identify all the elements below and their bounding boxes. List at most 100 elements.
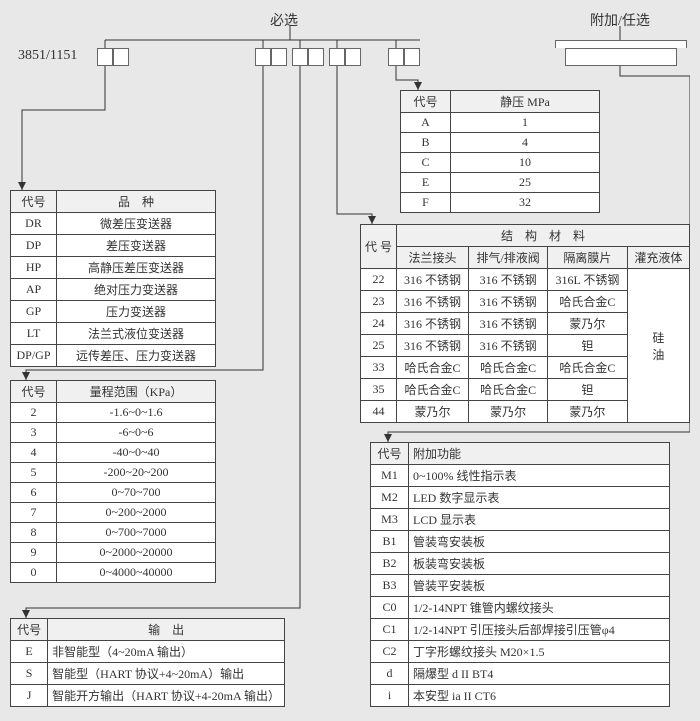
table-cell: 4 (11, 443, 57, 463)
table-cell: C (401, 153, 451, 173)
variety-table: 代号 品 种 DR微差压变送器DP差压变送器HP高静压差压变送器AP绝对压力变送… (10, 190, 216, 367)
table-cell: 35 (361, 379, 397, 401)
slot-box (329, 48, 345, 66)
table-cell: 316 不锈钢 (397, 269, 469, 291)
table-cell: M3 (371, 509, 409, 531)
table-cell: 0~4000~40000 (57, 563, 216, 583)
table-cell: 8 (11, 523, 57, 543)
table-cell: 10 (451, 153, 600, 173)
table-cell: -200~20~200 (57, 463, 216, 483)
slot-box (271, 48, 287, 66)
table-cell: 23 (361, 291, 397, 313)
table-row: A1 (401, 113, 600, 133)
table-cell: 隔爆型 d II BT4 (409, 663, 670, 685)
table-cell: GP (11, 301, 57, 323)
table-cell: 2 (11, 403, 57, 423)
required-label: 必选 (270, 10, 298, 30)
table-cell: 哈氏合金C (469, 379, 548, 401)
table-cell: LED 数字显示表 (409, 487, 670, 509)
optional-cap-box (555, 40, 687, 48)
table-cell: d (371, 663, 409, 685)
table-row: GP压力变送器 (11, 301, 216, 323)
table-row: C01/2-14NPT 锥管内螺纹接头 (371, 597, 670, 619)
table-cell: 316 不锈钢 (469, 335, 548, 357)
optional-label: 附加/任选 (590, 10, 650, 30)
table-row: 22316 不锈钢316 不锈钢316L 不锈钢硅 油 (361, 269, 690, 291)
table-cell: M2 (371, 487, 409, 509)
table-cell: 25 (451, 173, 600, 193)
table-cell: E (11, 641, 48, 663)
table-cell: 哈氏合金C (469, 357, 548, 379)
addon-table: 代号 附加功能 M10~100% 线性指示表M2LED 数字显示表M3LCD 显… (370, 442, 670, 707)
table-cell: -40~0~40 (57, 443, 216, 463)
table-cell: 智能型（HART 协议+4~20mA）输出 (48, 663, 285, 685)
table-row: HP高静压差压变送器 (11, 257, 216, 279)
range-table: 代号 量程范围（KPa） 2-1.6~0~1.63-6~0~64-40~0~40… (10, 380, 216, 583)
table-cell: 24 (361, 313, 397, 335)
output-table: 代号 输 出 E非智能型（4~20mA 输出）S智能型（HART 协议+4~20… (10, 618, 285, 707)
table-row: B4 (401, 133, 600, 153)
table-cell: 哈氏合金C (397, 357, 469, 379)
table-cell: 丁字形螺纹接头 M20×1.5 (409, 641, 670, 663)
slot-box (404, 48, 420, 66)
table-row: 60~70~700 (11, 483, 216, 503)
col-code: 代号 (401, 91, 451, 113)
table-row: B2板装弯安装板 (371, 553, 670, 575)
table-cell: S (11, 663, 48, 685)
table-cell: C2 (371, 641, 409, 663)
table-row: C10 (401, 153, 600, 173)
table-cell: B3 (371, 575, 409, 597)
table-cell: 316L 不锈钢 (548, 269, 628, 291)
table-row: d隔爆型 d II BT4 (371, 663, 670, 685)
slot-box (292, 48, 308, 66)
table-cell: 板装弯安装板 (409, 553, 670, 575)
table-cell: C1 (371, 619, 409, 641)
table-cell: 33 (361, 357, 397, 379)
col-code: 代号 (11, 619, 48, 641)
table-row: M10~100% 线性指示表 (371, 465, 670, 487)
col-code: 代号 (11, 191, 57, 213)
table-row: B3管装平安装板 (371, 575, 670, 597)
diagram-canvas: 3851/1151 必选 附加/任选 (10, 10, 690, 711)
addon-rows: M10~100% 线性指示表M2LED 数字显示表M3LCD 显示表B1管装弯安… (371, 465, 670, 707)
col-title: 静压 MPa (451, 91, 600, 113)
sub-header: 灌充液体 (627, 247, 689, 269)
col-title: 品 种 (57, 191, 216, 213)
table-cell: 绝对压力变送器 (57, 279, 216, 301)
table-cell: 4 (451, 133, 600, 153)
table-cell: 1 (451, 113, 600, 133)
fill-liquid-cell: 硅 油 (627, 269, 689, 423)
table-cell: 5 (11, 463, 57, 483)
table-row: 00~4000~40000 (11, 563, 216, 583)
table-cell: 蒙乃尔 (469, 401, 548, 423)
sub-header: 法兰接头 (397, 247, 469, 269)
table-row: 80~700~7000 (11, 523, 216, 543)
table-cell: 高静压差压变送器 (57, 257, 216, 279)
table-cell: DP (11, 235, 57, 257)
table-row: DP差压变送器 (11, 235, 216, 257)
table-cell: 哈氏合金C (397, 379, 469, 401)
table-cell: F (401, 193, 451, 213)
table-row: E非智能型（4~20mA 输出） (11, 641, 285, 663)
slot-box (113, 48, 129, 66)
table-row: i本安型 ia II CT6 (371, 685, 670, 707)
structure-table: 代 号 结 构 材 料 法兰接头排气/排液阀隔离膜片灌充液体 22316 不锈钢… (360, 224, 690, 423)
table-cell: 本安型 ia II CT6 (409, 685, 670, 707)
table-cell: 7 (11, 503, 57, 523)
table-cell: 316 不锈钢 (397, 291, 469, 313)
table-cell: DR (11, 213, 57, 235)
variety-rows: DR微差压变送器DP差压变送器HP高静压差压变送器AP绝对压力变送器GP压力变送… (11, 213, 216, 367)
slot-box (308, 48, 324, 66)
table-cell: 0~200~2000 (57, 503, 216, 523)
table-cell: 钽 (548, 379, 628, 401)
slot-box (97, 48, 113, 66)
table-cell: 1/2-14NPT 锥管内螺纹接头 (409, 597, 670, 619)
table-cell: 微差压变送器 (57, 213, 216, 235)
col-code: 代号 (371, 443, 409, 465)
table-cell: E (401, 173, 451, 193)
series-label: 3851/1151 (18, 48, 77, 64)
table-cell: DP/GP (11, 345, 57, 367)
table-cell: -6~0~6 (57, 423, 216, 443)
table-cell: 0~2000~20000 (57, 543, 216, 563)
col-title: 结 构 材 料 (397, 225, 690, 247)
